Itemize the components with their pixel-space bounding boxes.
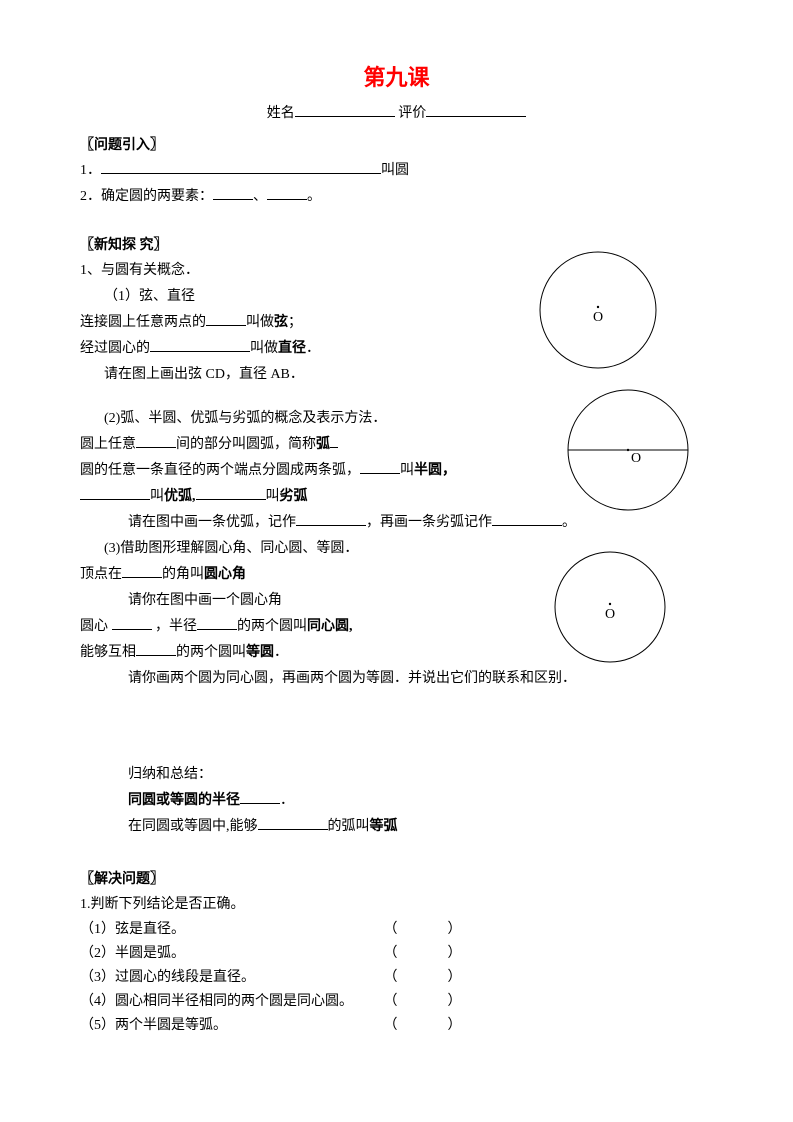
summary2-line: 在同圆或等圆中,能够 的弧叫等弧 bbox=[80, 814, 713, 840]
q1-num: 1． bbox=[80, 163, 101, 178]
q2-blank2[interactable] bbox=[267, 186, 307, 200]
circle1-o-label: O bbox=[593, 310, 603, 325]
eval-label: 评价 bbox=[398, 106, 426, 121]
paren-r: ） bbox=[448, 946, 462, 961]
arc2-blank[interactable] bbox=[360, 460, 400, 474]
draw2-a: 请在图中画一条优弧，记作 bbox=[128, 515, 296, 530]
paren-l: （ bbox=[384, 1018, 398, 1033]
arc3-bold2: 劣弧 bbox=[280, 489, 308, 504]
diam-bold: 直径 bbox=[278, 341, 306, 356]
conc-a: 圆心 bbox=[80, 619, 108, 634]
summary2-bold: 等弧 bbox=[370, 819, 398, 834]
eq-b: 的两个圆叫 bbox=[176, 645, 246, 660]
draw2-blank2[interactable] bbox=[492, 512, 562, 526]
judge-4: （4）圆心相同半径相同的两个圆是同心圆。 （ ） bbox=[80, 990, 713, 1014]
circle3-o-label: O bbox=[605, 607, 615, 622]
paren-r: ） bbox=[448, 1018, 462, 1033]
angle-a: 顶点在 bbox=[80, 567, 122, 582]
chord-bold: 弦 bbox=[274, 315, 288, 330]
paren-l: （ bbox=[384, 946, 398, 961]
judge-1: （1）弦是直径。 （ ） bbox=[80, 918, 713, 942]
diam-b: 叫做 bbox=[250, 341, 278, 356]
name-blank[interactable] bbox=[295, 103, 395, 117]
judge-3-text: （3）过圆心的线段是直径。 bbox=[80, 966, 380, 990]
paren-r: ） bbox=[448, 922, 462, 937]
judge-3: （3）过圆心的线段是直径。 （ ） bbox=[80, 966, 713, 990]
eq-end: ． bbox=[274, 645, 288, 660]
q1-tail: 叫圆 bbox=[381, 163, 409, 178]
judge-5-text: （5）两个半圆是等弧。 bbox=[80, 1014, 380, 1038]
q2-line: 2．确定圆的两要素： 、 。 bbox=[80, 184, 713, 210]
page-title: 第九课 bbox=[80, 60, 713, 92]
diam-blank[interactable] bbox=[150, 338, 250, 352]
eq-bold: 等圆 bbox=[246, 645, 274, 660]
arc2-a: 圆的任意一条直径的两个端点分圆成两条弧， bbox=[80, 463, 360, 478]
q2-sep: 、 bbox=[253, 189, 267, 204]
section3-heading: 〖解决问题〗 bbox=[80, 868, 713, 888]
eval-blank[interactable] bbox=[426, 103, 526, 117]
q1-blank[interactable] bbox=[101, 160, 381, 174]
eq-a: 能够互相 bbox=[80, 645, 136, 660]
arc1-bold: 弧 bbox=[316, 437, 330, 452]
arc3-b1: 叫 bbox=[150, 489, 164, 504]
chord-end: ； bbox=[288, 315, 302, 330]
section1-heading: 〖问题引入〗 bbox=[80, 134, 713, 154]
s3-intro: 1.判断下列结论是否正确。 bbox=[80, 892, 713, 918]
circle-diagram-3: O bbox=[548, 545, 673, 670]
paren-l: （ bbox=[384, 970, 398, 985]
summary2-a: 在同圆或等圆中,能够 bbox=[128, 819, 258, 834]
conc-b: ，半径 bbox=[155, 619, 197, 634]
circle-diagram-1: O bbox=[533, 245, 663, 375]
chord-a: 连接圆上任意两点的 bbox=[80, 315, 206, 330]
name-label: 姓名 bbox=[267, 106, 295, 121]
q1-line: 1． 叫圆 bbox=[80, 158, 713, 184]
chord-blank[interactable] bbox=[206, 312, 246, 326]
judge-5: （5）两个半圆是等弧。 （ ） bbox=[80, 1014, 713, 1038]
arc3-bold1: 优弧, bbox=[164, 489, 196, 504]
conc-bold: 同心圆, bbox=[307, 619, 353, 634]
draw2-blank1[interactable] bbox=[296, 512, 366, 526]
circle2-o-label: O bbox=[631, 451, 641, 466]
conc-blank2[interactable] bbox=[197, 616, 237, 630]
paren-l: （ bbox=[384, 994, 398, 1009]
judge-4-text: （4）圆心相同半径相同的两个圆是同心圆。 bbox=[80, 990, 380, 1014]
paren-r: ） bbox=[448, 970, 462, 985]
angle-blank[interactable] bbox=[122, 564, 162, 578]
arc3-blank1[interactable] bbox=[80, 486, 150, 500]
q2-text: 2．确定圆的两要素： bbox=[80, 189, 213, 204]
arc1-a: 圆上任意 bbox=[80, 437, 136, 452]
arc3-blank2[interactable] bbox=[196, 486, 266, 500]
circle-diagram-2: O bbox=[558, 380, 698, 520]
judge-2-text: （2）半圆是弧。 bbox=[80, 942, 380, 966]
eq-blank[interactable] bbox=[136, 642, 176, 656]
name-eval-row: 姓名 评价 bbox=[80, 102, 713, 122]
arc1-tail-uline bbox=[330, 434, 338, 448]
summary2-b: 的弧叫 bbox=[328, 819, 370, 834]
arc1-b: 间的部分叫圆弧，简称 bbox=[176, 437, 316, 452]
arc2-b: 叫 bbox=[400, 463, 414, 478]
summary1-a: 同圆或等圆的半径 bbox=[128, 793, 240, 808]
paren-l: （ bbox=[384, 922, 398, 937]
conc-c: 的两个圆叫 bbox=[237, 619, 307, 634]
summary-label: 归纳和总结： bbox=[80, 762, 713, 788]
angle-bold: 圆心角 bbox=[204, 567, 246, 582]
summary1-end: ． bbox=[280, 793, 294, 808]
q2-blank1[interactable] bbox=[213, 186, 253, 200]
angle-b: 的角叫 bbox=[162, 567, 204, 582]
diam-end: ． bbox=[306, 341, 320, 356]
judge-2: （2）半圆是弧。 （ ） bbox=[80, 942, 713, 966]
arc1-blank[interactable] bbox=[136, 434, 176, 448]
arc3-b2: 叫 bbox=[266, 489, 280, 504]
diam-a: 经过圆心的 bbox=[80, 341, 150, 356]
arc2-bold: 半圆， bbox=[414, 463, 456, 478]
paren-r: ） bbox=[448, 994, 462, 1009]
summary1-line: 同圆或等圆的半径 ． bbox=[80, 788, 713, 814]
conc-blank1[interactable] bbox=[112, 616, 152, 630]
summary2-blank[interactable] bbox=[258, 816, 328, 830]
judge-1-text: （1）弦是直径。 bbox=[80, 918, 380, 942]
q2-end: 。 bbox=[307, 189, 321, 204]
draw2-b: ，再画一条劣弧记作 bbox=[366, 515, 492, 530]
chord-b: 叫做 bbox=[246, 315, 274, 330]
summary1-blank[interactable] bbox=[240, 790, 280, 804]
